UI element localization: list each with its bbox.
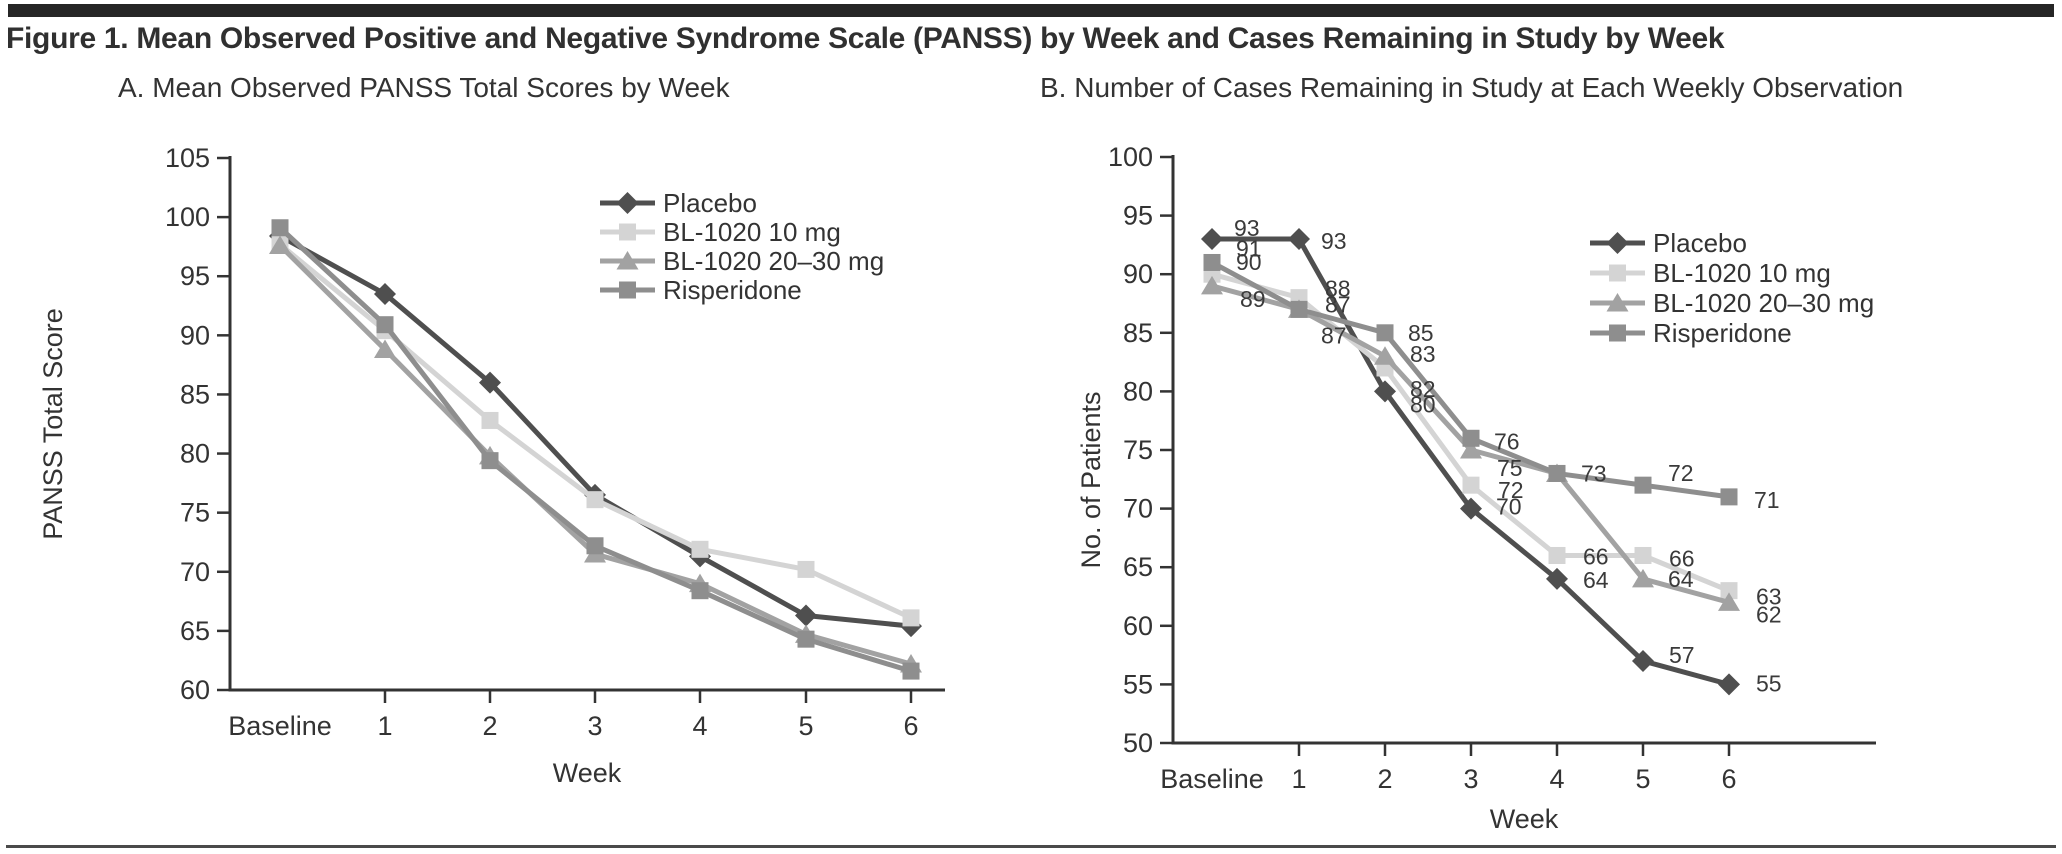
point-label: 55	[1756, 670, 1782, 696]
y-tick-label: 90	[1123, 259, 1153, 289]
series-risperidone	[271, 219, 920, 680]
point-label: 72	[1668, 460, 1694, 486]
point-label: 93	[1234, 215, 1260, 241]
point-label: 85	[1408, 320, 1434, 346]
figure-title: Figure 1. Mean Observed Positive and Neg…	[6, 22, 1725, 55]
y-tick-label: 70	[180, 557, 210, 587]
point-label: 82	[1410, 376, 1436, 402]
legend-label: Placebo	[663, 188, 757, 218]
x-tick-label: Baseline	[1160, 764, 1264, 794]
y-tick-label: 75	[1123, 435, 1153, 465]
legend-label: BL-1020 10 mg	[1653, 258, 1831, 288]
y-tick-label: 100	[1108, 142, 1153, 172]
legend-label: BL-1020 10 mg	[663, 217, 841, 247]
point-label: 91	[1236, 235, 1262, 261]
x-tick-label: 6	[903, 711, 918, 741]
y-tick-label: 95	[1123, 201, 1153, 231]
y-tick-label: 80	[180, 439, 210, 469]
y-tick-label: 85	[1123, 318, 1153, 348]
point-label: 73	[1581, 460, 1607, 486]
x-axis-title: Week	[1490, 804, 1559, 834]
point-label: 71	[1754, 487, 1780, 513]
axes: 50 55 60 65 70 75 80 85 90 95 100 Baseline 1 2 3 4 5 6	[1108, 142, 1876, 794]
point-label: 66	[1669, 545, 1695, 571]
x-tick-label: 3	[587, 711, 602, 741]
x-tick-label: 5	[1635, 764, 1650, 794]
point-label: 80	[1410, 391, 1436, 417]
y-tick-label: 85	[180, 379, 210, 409]
point-label: 64	[1583, 567, 1609, 593]
y-tick-label: 55	[1123, 669, 1153, 699]
y-tick-label: 95	[180, 261, 210, 291]
point-label: 63	[1756, 584, 1782, 610]
x-tick-label: 4	[692, 711, 707, 741]
y-axis-title: PANSS Total Score	[38, 308, 68, 540]
series-risperidone	[1203, 253, 1738, 506]
point-label: 93	[1321, 228, 1347, 254]
axes: 60 65 70 75 80 85 90 95 100 105 Baseline 1 2 3 4 5 6	[165, 143, 945, 741]
legend-label: Placebo	[1653, 228, 1747, 258]
point-label: 57	[1669, 642, 1695, 668]
point-labels: 93 93 80 70 64 57 55 90 88 82 72 66 66 63 89 87 83 75 64 62…	[1234, 215, 1782, 696]
bottom-divider-rule	[6, 845, 2056, 848]
panel-b-chart: 50 55 60 65 70 75 80 85 90 95 100 Baseline 1 2 3 4 5 6 Wee…	[1076, 142, 1876, 834]
point-label: 90	[1236, 249, 1262, 275]
x-tick-label: 1	[1291, 764, 1306, 794]
point-label: 87	[1325, 291, 1351, 317]
x-tick-label: 5	[798, 711, 813, 741]
panel-b-title: B. Number of Cases Remaining in Study at…	[1040, 72, 1904, 103]
x-axis-title: Week	[553, 758, 622, 788]
y-tick-label: 100	[165, 202, 210, 232]
legend-label: Risperidone	[1653, 318, 1792, 348]
y-tick-label: 60	[180, 675, 210, 705]
series-bl10	[271, 235, 920, 627]
x-tick-label: 4	[1549, 764, 1564, 794]
y-tick-label: 105	[165, 143, 210, 173]
x-tick-label: 2	[482, 711, 497, 741]
y-tick-label: 70	[1123, 494, 1153, 524]
point-label: 75	[1497, 455, 1523, 481]
point-label: 66	[1583, 543, 1609, 569]
panel-a-title: A. Mean Observed PANSS Total Scores by W…	[118, 72, 730, 103]
y-tick-label: 80	[1123, 376, 1153, 406]
point-label: 76	[1494, 428, 1520, 454]
point-label: 88	[1325, 276, 1351, 302]
x-tick-label: 2	[1377, 764, 1392, 794]
legend-label: Risperidone	[663, 275, 802, 305]
x-tick-label: 1	[377, 711, 392, 741]
series-placebo	[1201, 228, 1740, 696]
x-tick-label: Baseline	[228, 711, 332, 741]
panel-a-chart: 60 65 70 75 80 85 90 95 100 105 Baseline 1 2 3 4 5 6 Week…	[38, 143, 945, 788]
point-label: 70	[1496, 494, 1522, 520]
point-label: 62	[1756, 601, 1782, 627]
legend-label: BL-1020 20–30 mg	[1653, 288, 1874, 318]
y-tick-label: 75	[180, 498, 210, 528]
y-tick-label: 50	[1123, 728, 1153, 758]
point-label: 89	[1240, 286, 1266, 312]
y-tick-label: 90	[180, 320, 210, 350]
y-tick-label: 65	[1123, 552, 1153, 582]
point-label: 83	[1410, 341, 1436, 367]
point-label: 87	[1321, 322, 1347, 348]
point-label: 72	[1498, 477, 1524, 503]
top-divider-bar	[8, 4, 2054, 17]
x-tick-label: 3	[1463, 764, 1478, 794]
x-tick-label: 6	[1721, 764, 1736, 794]
point-label: 64	[1668, 566, 1694, 592]
y-axis-title: No. of Patients	[1076, 391, 1106, 568]
legend-label: BL-1020 20–30 mg	[663, 246, 884, 276]
series-bl20	[269, 235, 922, 673]
y-tick-label: 65	[180, 616, 210, 646]
y-tick-label: 60	[1123, 611, 1153, 641]
